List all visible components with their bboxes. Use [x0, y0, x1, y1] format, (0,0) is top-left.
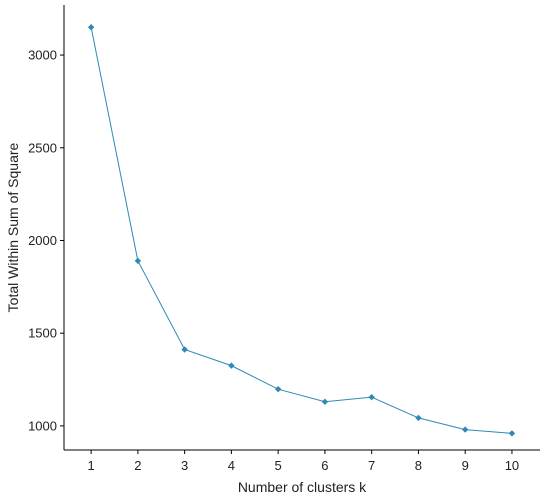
series-group	[87, 24, 516, 437]
x-axis-title: Number of clusters k	[238, 479, 367, 495]
x-tick-label: 5	[275, 458, 282, 473]
data-point	[181, 346, 188, 353]
x-tick-label: 7	[368, 458, 375, 473]
x-axis-ticks: 1 2 3 4 5 6 7 8 9 10	[88, 450, 519, 473]
data-point	[508, 430, 516, 437]
series-line	[90, 27, 512, 434]
y-tick-label: 1500	[28, 326, 57, 341]
data-point	[461, 426, 469, 433]
y-tick-label: 2000	[28, 233, 57, 248]
x-tick-label: 6	[321, 458, 328, 473]
data-point	[415, 414, 422, 422]
x-tick-label: 8	[415, 458, 422, 473]
x-tick-label: 1	[88, 458, 95, 473]
data-point	[368, 393, 375, 401]
y-tick-label: 3000	[28, 48, 57, 63]
data-point	[87, 24, 95, 31]
y-tick-label: 2500	[28, 140, 57, 155]
x-tick-label: 10	[505, 458, 519, 473]
x-tick-label: 2	[134, 458, 141, 473]
y-axis-title: Total Within Sum of Square	[5, 142, 21, 312]
data-point	[228, 362, 235, 369]
y-axis-ticks: 1000 1500 2000 2500 3000	[28, 48, 64, 433]
x-tick-label: 3	[181, 458, 188, 473]
data-point	[134, 257, 142, 265]
data-point	[321, 398, 329, 405]
y-tick-label: 1000	[28, 418, 57, 433]
x-tick-label: 4	[228, 458, 235, 473]
data-point	[274, 385, 282, 393]
x-tick-label: 9	[462, 458, 469, 473]
